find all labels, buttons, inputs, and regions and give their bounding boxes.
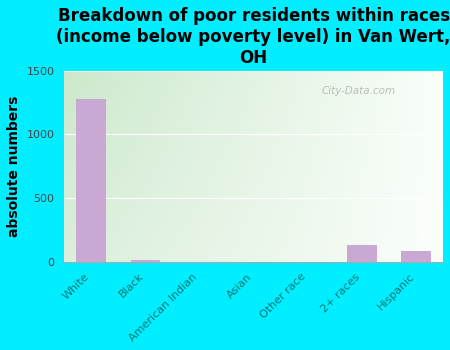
- Bar: [401, 252, 431, 262]
- Y-axis label: absolute numbers: absolute numbers: [7, 96, 21, 237]
- Text: City-Data.com: City-Data.com: [322, 86, 396, 96]
- Bar: [76, 99, 106, 262]
- Bar: [130, 260, 160, 262]
- Bar: [347, 245, 377, 262]
- Title: Breakdown of poor residents within races
(income below poverty level) in Van Wer: Breakdown of poor residents within races…: [56, 7, 450, 66]
